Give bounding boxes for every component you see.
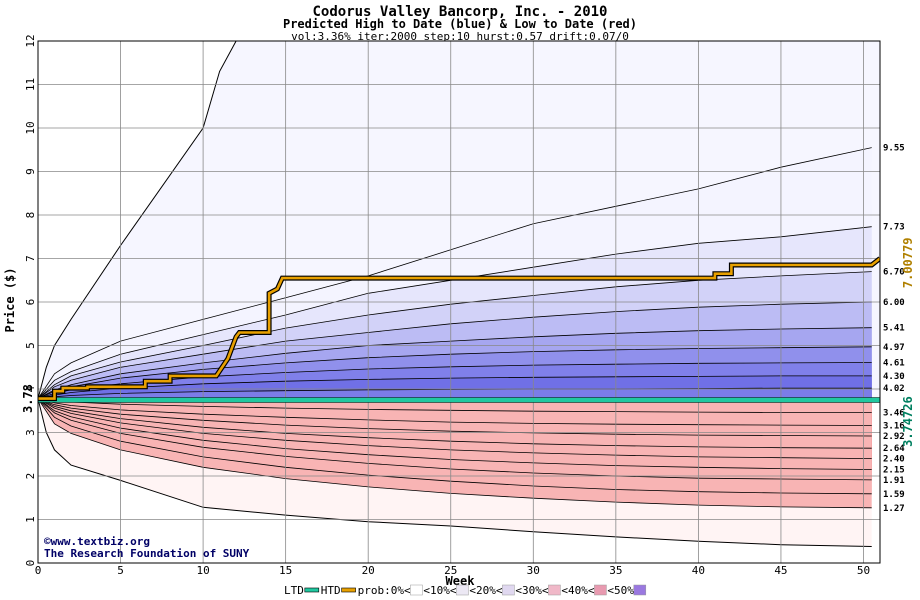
x-tick-label: 45 bbox=[774, 564, 787, 577]
htd-current-value: 7.00779 bbox=[901, 238, 915, 289]
end-value-label: 6.00 bbox=[883, 298, 905, 308]
end-value-label: 6.70 bbox=[883, 268, 905, 278]
legend-label-ltd: LTD bbox=[284, 584, 304, 597]
end-value-label: 2.15 bbox=[883, 465, 905, 475]
legend-swatch bbox=[594, 584, 607, 596]
x-tick-label: 5 bbox=[117, 564, 124, 577]
x-tick-label: 30 bbox=[527, 564, 540, 577]
y-tick-label: 7 bbox=[24, 255, 37, 262]
end-value-label: 5.41 bbox=[883, 324, 905, 334]
end-value-label: 4.61 bbox=[883, 358, 905, 368]
y-tick-label: 0 bbox=[24, 560, 37, 567]
end-value-label: 4.02 bbox=[883, 384, 905, 394]
legend-label: <20%< bbox=[469, 584, 502, 597]
plot-border bbox=[37, 40, 881, 564]
end-value-label: 2.92 bbox=[883, 432, 905, 442]
credit-line-2: The Research Foundation of SUNY bbox=[44, 547, 250, 560]
x-tick-label: 15 bbox=[279, 564, 292, 577]
ltd-current-value: 3.74726 bbox=[901, 396, 915, 447]
legend-label: prob:0%< bbox=[358, 584, 411, 597]
end-value-label: 1.91 bbox=[883, 476, 905, 486]
legend-swatch bbox=[633, 584, 647, 596]
y-tick-label: 6 bbox=[24, 299, 37, 306]
y-tick-label: 12 bbox=[24, 34, 37, 47]
x-tick-label: 20 bbox=[362, 564, 375, 577]
y-tick-label: 2 bbox=[24, 473, 37, 480]
x-tick-label: 35 bbox=[609, 564, 622, 577]
legend-swatch-htd bbox=[341, 587, 356, 593]
end-value-label: 2.40 bbox=[883, 455, 905, 465]
legend: LTD HTD prob:0%< <10%< <20%< <30%< <40%< <50% bbox=[284, 584, 647, 597]
legend-label-htd: HTD bbox=[321, 584, 341, 597]
legend-swatch bbox=[548, 584, 561, 596]
x-axis-label: Week bbox=[446, 574, 476, 588]
start-price-label: 3.78 bbox=[21, 384, 35, 413]
legend-label: <30%< bbox=[515, 584, 548, 597]
chart-params: vol:3.36% iter:2000 step:10 hurst:0.57 d… bbox=[291, 30, 629, 43]
y-tick-label: 11 bbox=[24, 78, 37, 91]
legend-swatch bbox=[410, 584, 423, 596]
y-tick-label: 1 bbox=[24, 516, 37, 523]
x-tick-label: 40 bbox=[692, 564, 705, 577]
legend-swatch bbox=[456, 584, 469, 596]
outer-low-line bbox=[38, 398, 872, 547]
y-tick-label: 10 bbox=[24, 121, 37, 134]
end-value-label: 7.73 bbox=[883, 223, 905, 233]
x-tick-label: 50 bbox=[857, 564, 870, 577]
y-tick-label: 5 bbox=[24, 342, 37, 349]
end-value-label: 1.59 bbox=[883, 490, 905, 500]
legend-label: <40%< bbox=[561, 584, 594, 597]
end-value-label: 4.97 bbox=[883, 343, 905, 353]
low-band-8 bbox=[38, 398, 872, 508]
end-value-label: 3.16 bbox=[883, 422, 905, 432]
credit-line-1: ©www.textbiz.org bbox=[44, 535, 150, 548]
y-tick-label: 4 bbox=[24, 385, 37, 392]
chart-subtitle: Predicted High to Date (blue) & Low to D… bbox=[283, 17, 637, 31]
plot-content bbox=[38, 41, 880, 563]
end-value-label: 4.30 bbox=[883, 372, 905, 382]
y-tick-label: 8 bbox=[24, 212, 37, 219]
y-axis-label: Price ($) bbox=[3, 267, 17, 332]
outer-high-line bbox=[38, 41, 237, 399]
legend-label: <10%< bbox=[423, 584, 456, 597]
x-tick-label: 10 bbox=[196, 564, 209, 577]
ltd-line bbox=[38, 397, 880, 403]
y-tick-label: 9 bbox=[24, 168, 37, 175]
y-tick-label: 3 bbox=[24, 429, 37, 436]
x-tick-label: 0 bbox=[35, 564, 42, 577]
end-value-label: 1.27 bbox=[883, 504, 905, 514]
high-band-8 bbox=[38, 388, 872, 399]
end-value-label: 2.64 bbox=[883, 444, 905, 454]
end-value-label: 3.46 bbox=[883, 408, 905, 418]
x-tick-label: 25 bbox=[444, 564, 457, 577]
plot-area: 0 5 10 15 20 25 30 35 40 45 5001234567891011123.78… bbox=[21, 34, 915, 577]
end-value-label: 9.55 bbox=[883, 144, 905, 154]
chart-title: Codorus Valley Bancorp, Inc. - 2010 bbox=[312, 4, 607, 20]
legend-swatch bbox=[502, 584, 515, 596]
legend-swatch-ltd bbox=[304, 587, 320, 593]
legend-label: <50% bbox=[607, 584, 634, 597]
htd-line bbox=[38, 257, 880, 400]
